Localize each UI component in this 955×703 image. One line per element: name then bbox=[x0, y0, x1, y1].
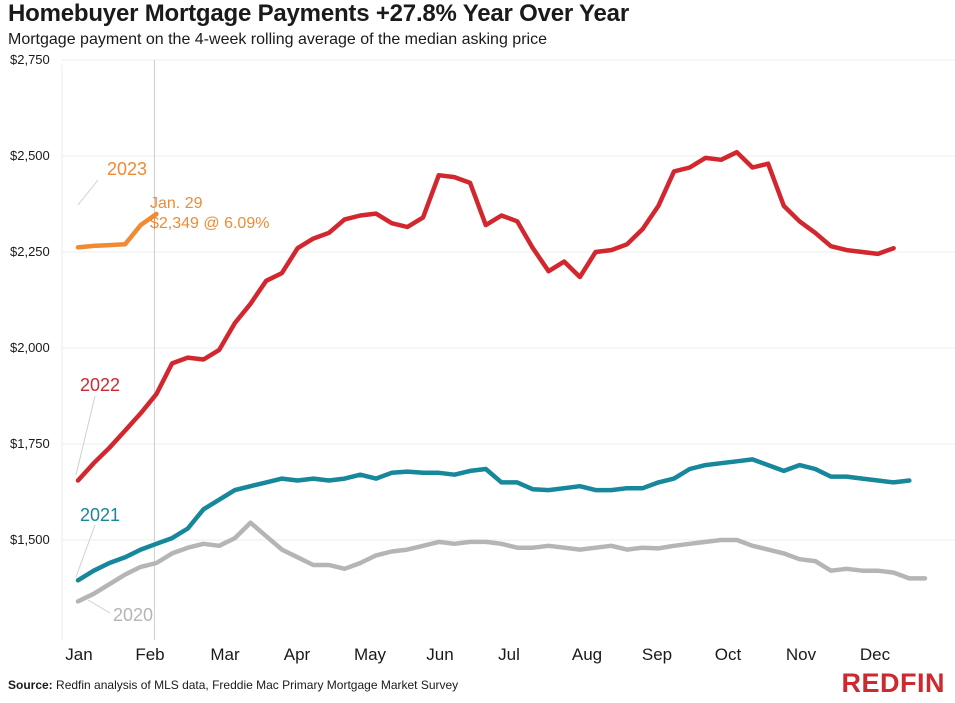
series-lines bbox=[75, 149, 928, 604]
x-tick-label: Jul bbox=[498, 645, 520, 664]
leader-line-2023 bbox=[77, 179, 99, 206]
x-tick-label: Dec bbox=[860, 645, 891, 664]
chart-title: Homebuyer Mortgage Payments +27.8% Year … bbox=[8, 0, 629, 27]
y-tick-label: $2,750 bbox=[10, 52, 50, 67]
annotation: Jan. 29 $2,349 @ 6.09% bbox=[150, 195, 269, 232]
y-tick-label: $2,500 bbox=[10, 148, 50, 163]
x-tick-label: Apr bbox=[284, 645, 311, 664]
leader-line-2021 bbox=[75, 524, 96, 578]
leader-line-2022 bbox=[75, 395, 96, 476]
series-label-2021: 2021 bbox=[80, 505, 120, 525]
gridlines bbox=[61, 59, 955, 640]
x-tick-label: Aug bbox=[572, 645, 602, 664]
y-axis-ticks: $1,500 $1,750 $2,000 $2,250 $2,500 $2,750 bbox=[10, 52, 50, 547]
x-tick-label: May bbox=[354, 645, 387, 664]
series-labels: 2020 2021 2022 2023 bbox=[75, 159, 153, 625]
source-label: Source: bbox=[8, 678, 53, 692]
x-tick-label: Sep bbox=[642, 645, 672, 664]
annotation-date: Jan. 29 bbox=[150, 195, 203, 212]
y-tick-label: $1,750 bbox=[10, 436, 50, 451]
series-line-2021 bbox=[75, 457, 912, 583]
x-axis-ticks: Jan Feb Mar Apr May Jun Jul Aug Sep Oct Nov Dec bbox=[65, 645, 890, 664]
x-tick-label: Nov bbox=[786, 645, 817, 664]
x-tick-label: Feb bbox=[135, 645, 164, 664]
source-text: Redfin analysis of MLS data, Freddie Mac… bbox=[52, 678, 459, 692]
x-tick-label: Mar bbox=[210, 645, 240, 664]
series-label-2023: 2023 bbox=[107, 159, 147, 179]
y-tick-label: $2,000 bbox=[10, 340, 50, 355]
x-tick-label: Jan bbox=[65, 645, 92, 664]
leader-line-2020 bbox=[87, 599, 111, 614]
x-tick-label: Oct bbox=[715, 645, 742, 664]
y-tick-label: $2,250 bbox=[10, 244, 50, 259]
annotation-value: $2,349 @ 6.09% bbox=[150, 215, 269, 232]
series-line-2023 bbox=[75, 211, 159, 250]
series-label-2022: 2022 bbox=[80, 375, 120, 395]
series-label-2020: 2020 bbox=[113, 605, 153, 625]
x-tick-label: Jun bbox=[426, 645, 453, 664]
chart-subtitle: Mortgage payment on the 4-week rolling a… bbox=[8, 31, 547, 48]
series-line-2022 bbox=[75, 149, 896, 483]
redfin-logo: REDFIN bbox=[841, 668, 945, 698]
y-tick-label: $1,500 bbox=[10, 532, 50, 547]
series-line-2020 bbox=[75, 520, 928, 604]
source-note: Source: Redfin analysis of MLS data, Fre… bbox=[8, 678, 458, 692]
